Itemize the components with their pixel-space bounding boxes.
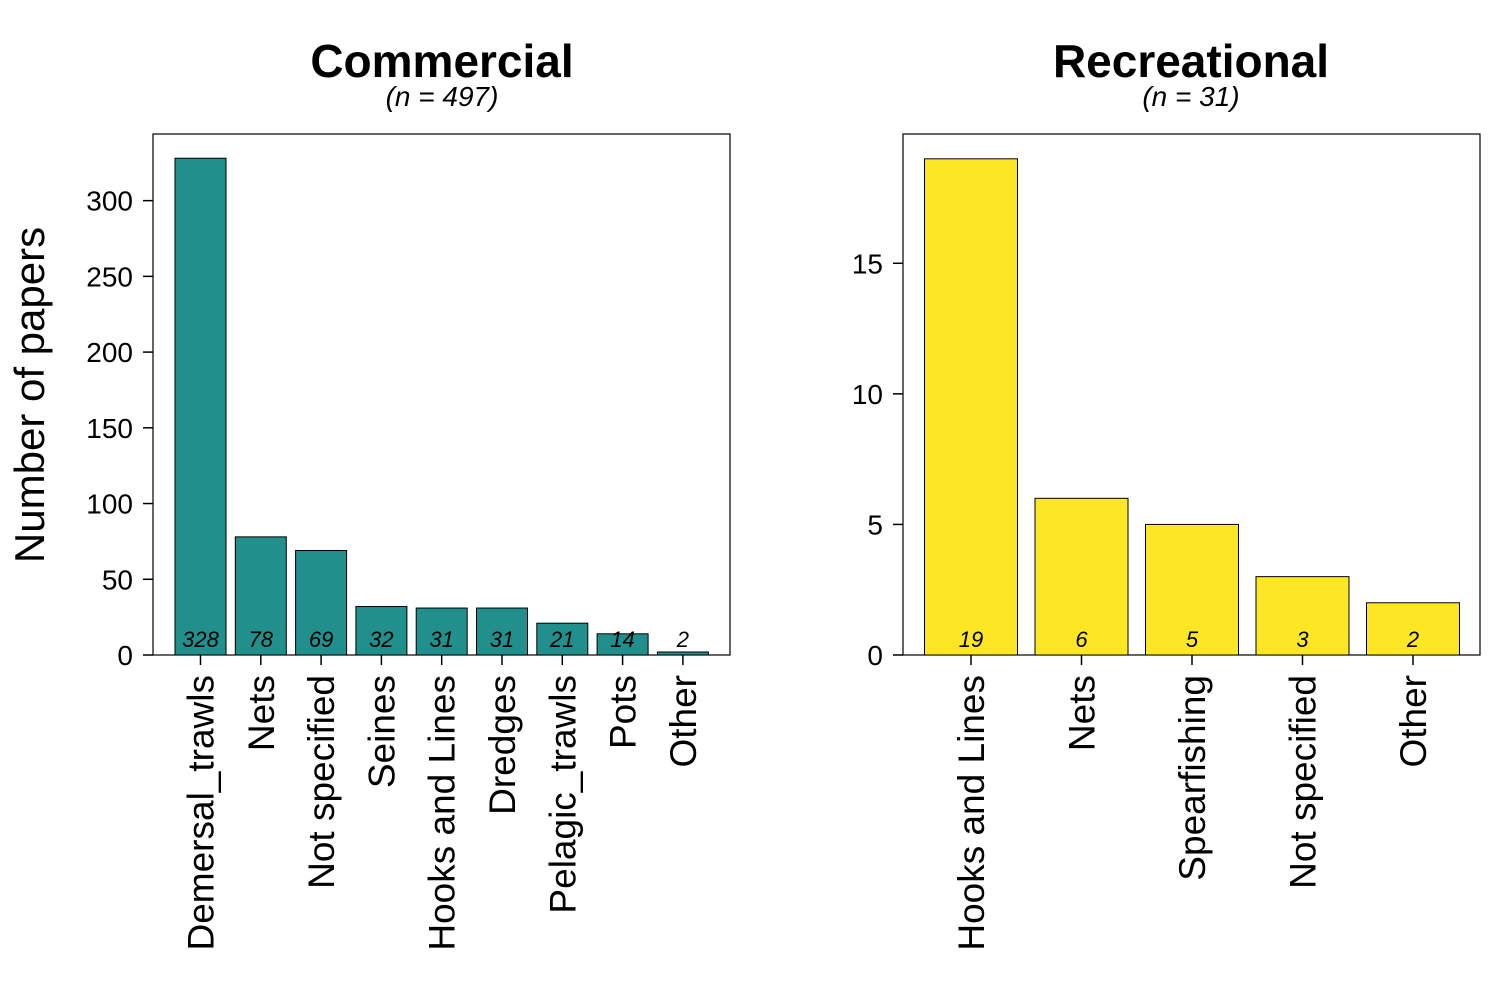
recreational-bar — [924, 158, 1018, 656]
commercial-x-tick-label: Pelagic_trawls — [542, 675, 583, 914]
recreational-data-label: 19 — [959, 627, 983, 652]
recreational-panel: Recreational(n = 31) 0 5 10 15 19 Hooks and Li… — [852, 35, 1481, 951]
recreational-data-label: 3 — [1296, 627, 1309, 652]
recreational-bar — [1145, 523, 1239, 656]
recreational-x-tick-label: Other — [1393, 675, 1434, 768]
commercial-bar — [174, 157, 227, 656]
recreational-x-tick-label: Nets — [1062, 675, 1103, 751]
y-axis-label: Number of papers — [6, 227, 53, 563]
commercial-data-label: 31 — [490, 627, 514, 652]
commercial-bar — [415, 607, 468, 656]
commercial-x-tick-label: Hooks and Lines — [422, 675, 463, 951]
commercial-x-tick-label: Dredges — [482, 675, 523, 815]
commercial-bar — [476, 607, 528, 656]
commercial-data-label: 69 — [309, 627, 333, 652]
recreational-y-tick-label: 10 — [852, 379, 883, 410]
commercial-x-tick-label: Not specified — [301, 675, 342, 889]
commercial-bar — [295, 549, 348, 656]
commercial-data-label: 328 — [182, 627, 219, 652]
commercial-subtitle: (n = 497) — [386, 81, 499, 112]
commercial-x-tick-label: Demersal_trawls — [181, 675, 222, 951]
recreational-title: Recreational — [1053, 35, 1329, 87]
commercial-y-tick-label: 0 — [117, 640, 133, 671]
commercial-y-tick-label: 50 — [102, 564, 133, 595]
commercial-data-label: 32 — [369, 627, 393, 652]
recreational-y-tick-label: 0 — [867, 640, 883, 671]
recreational-y-tick-label: 5 — [867, 509, 883, 540]
commercial-y-tick-label: 150 — [86, 413, 133, 444]
commercial-bar — [355, 606, 408, 656]
recreational-y-tick-label: 15 — [852, 248, 883, 279]
commercial-data-label: 21 — [549, 627, 574, 652]
commercial-y-tick-label: 300 — [86, 186, 133, 217]
commercial-panel: Commercial(n = 497) 0 50 100 150 200 250 300 328… — [86, 35, 731, 951]
commercial-data-label: 2 — [676, 627, 689, 652]
commercial-data-label: 31 — [429, 627, 453, 652]
commercial-title: Commercial — [310, 35, 573, 87]
commercial-bar — [656, 651, 709, 656]
commercial-y-tick-label: 250 — [86, 261, 133, 292]
recreational-bar — [1366, 602, 1460, 656]
recreational-data-label: 6 — [1075, 627, 1088, 652]
recreational-x-tick-label: Hooks and Lines — [951, 675, 992, 951]
commercial-x-tick-label: Nets — [241, 675, 282, 751]
recreational-data-label: 2 — [1406, 627, 1419, 652]
commercial-y-tick-label: 100 — [86, 489, 133, 520]
commercial-data-label: 14 — [610, 627, 634, 652]
commercial-bar — [536, 622, 589, 656]
recreational-bar — [1034, 497, 1129, 656]
recreational-bar — [1255, 576, 1350, 656]
commercial-data-label: 78 — [249, 627, 274, 652]
commercial-x-tick-label: Seines — [361, 675, 402, 788]
recreational-x-tick-label: Not specified — [1283, 675, 1324, 889]
recreational-subtitle: (n = 31) — [1142, 81, 1239, 112]
recreational-data-label: 5 — [1186, 627, 1199, 652]
commercial-x-tick-label: Pots — [603, 675, 644, 749]
commercial-y-tick-label: 200 — [86, 337, 133, 368]
commercial-x-tick-label: Other — [663, 675, 704, 768]
recreational-x-tick-label: Spearfishing — [1172, 675, 1213, 881]
